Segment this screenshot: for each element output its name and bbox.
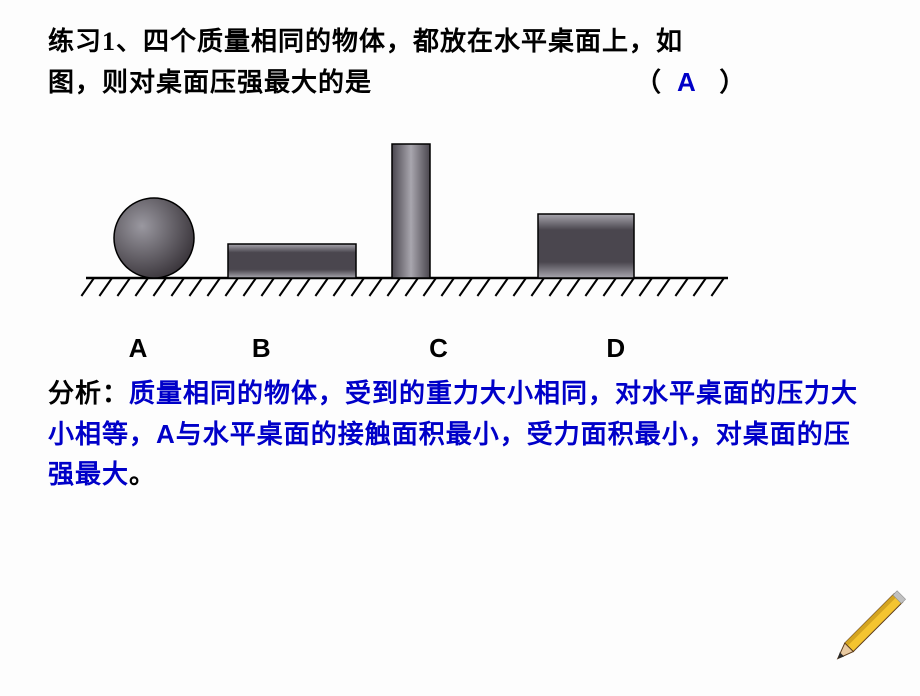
paren-close: ）	[719, 68, 746, 97]
analysis-A: A	[156, 419, 176, 449]
label-c: C	[354, 333, 522, 364]
analysis-period: 。	[129, 460, 156, 489]
label-b: B	[175, 333, 347, 364]
diagram: A B C D	[48, 118, 872, 364]
label-d: D	[530, 333, 702, 364]
pencil-decoration	[806, 576, 920, 696]
physics-diagram	[48, 118, 768, 328]
answer-letter: A	[677, 67, 697, 97]
question-line1: 练习1、四个质量相同的物体，都放在水平桌面上，如	[48, 27, 683, 56]
analysis-text: 分析：质量相同的物体，受到的重力大小相同，对水平桌面的压力大小相等，A与水平桌面…	[48, 374, 872, 496]
object-labels: A B C D	[48, 333, 872, 364]
question-text: 练习1、四个质量相同的物体，都放在水平桌面上，如 图，则对桌面压强最大的是 （ …	[48, 22, 872, 104]
paren-open: （	[635, 68, 662, 97]
analysis-prefix: 分析：	[48, 379, 129, 408]
label-a: A	[108, 333, 168, 364]
question-line2: 图，则对桌面压强最大的是	[48, 68, 372, 97]
